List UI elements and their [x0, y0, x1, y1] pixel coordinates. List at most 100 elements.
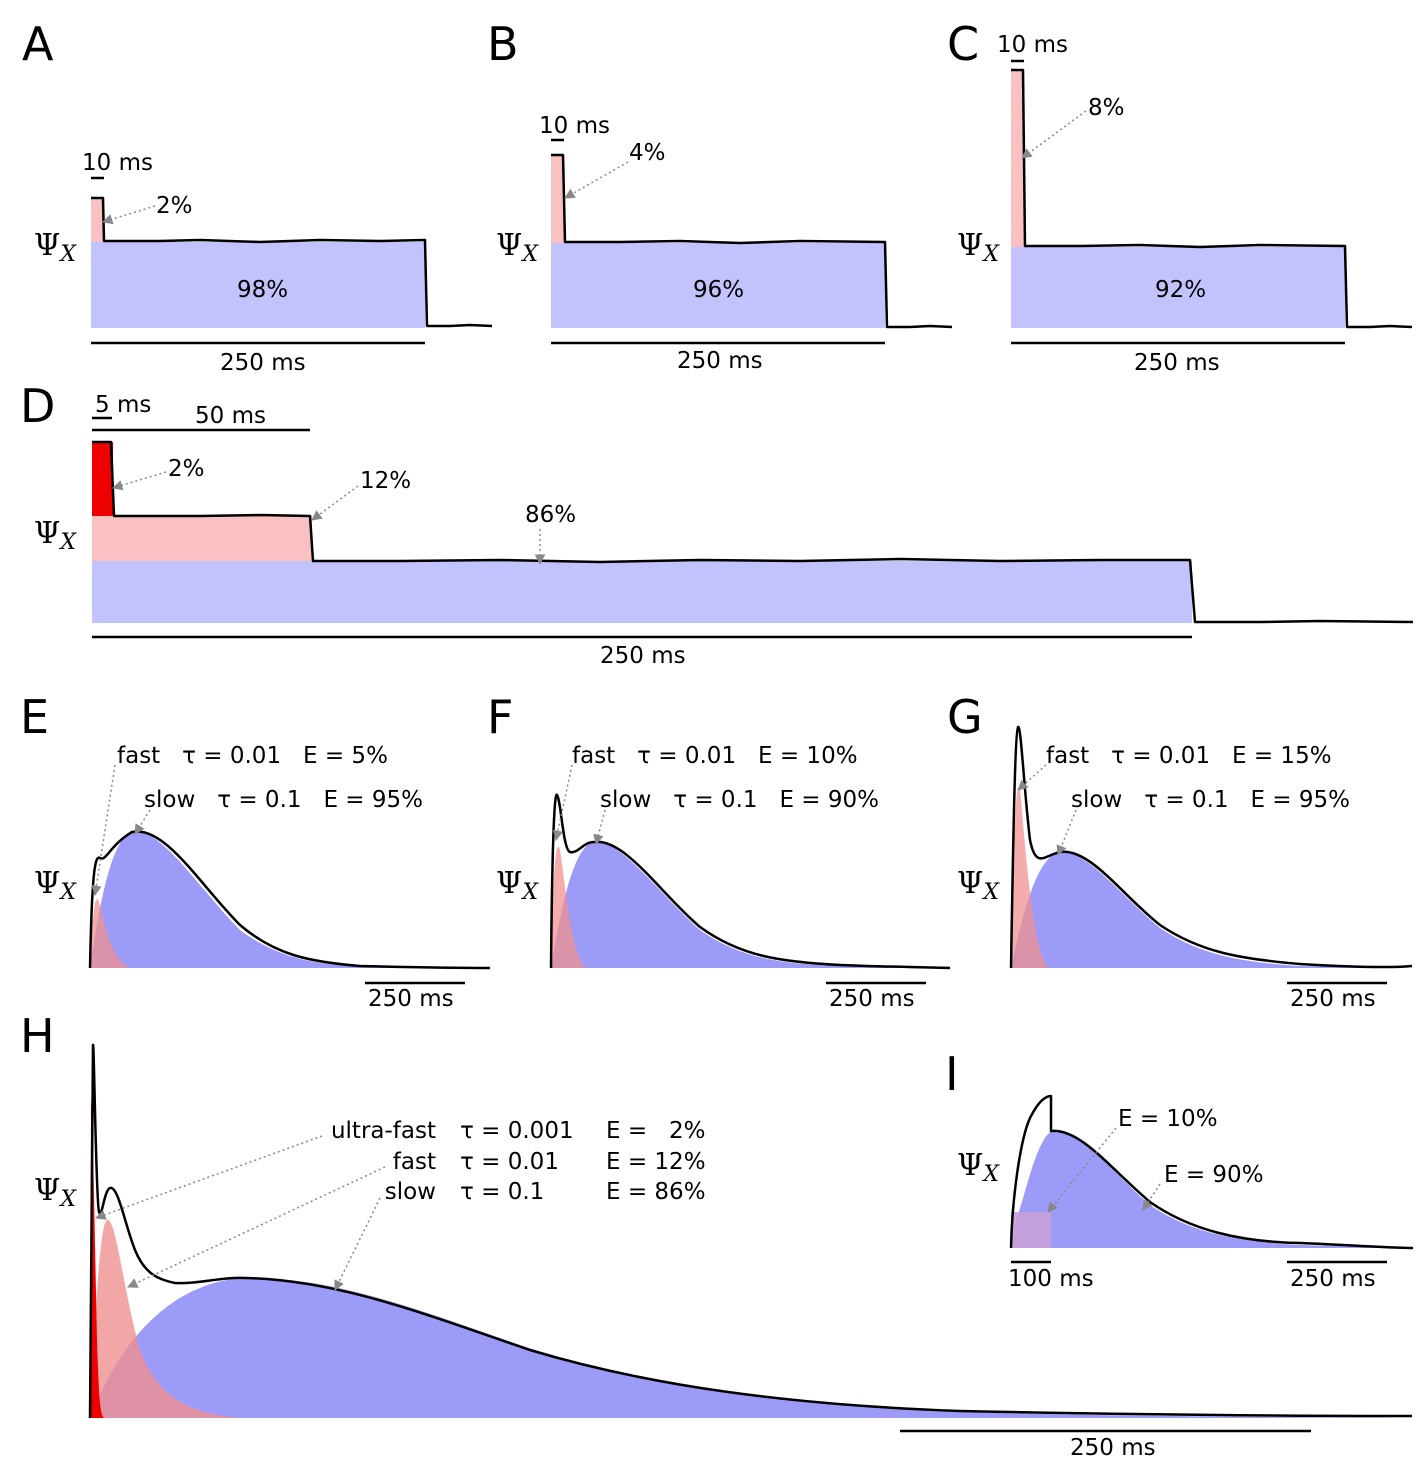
- arrow-slow-f: [593, 809, 606, 846]
- pct3-d: 86%: [525, 502, 576, 528]
- pulse-label-i: 100 ms: [1008, 1266, 1094, 1292]
- slow-curve-area-h: [90, 1277, 1410, 1418]
- psi-label-i: ΨX: [957, 1148, 1000, 1187]
- panel-c: C ΨX 10 ms 8% 92% 250 ms: [947, 17, 1413, 376]
- trace-e: [88, 830, 491, 970]
- trace-c: [1011, 68, 1413, 329]
- row-e-h: E = 12%: [606, 1149, 706, 1175]
- panel-letter-c: C: [947, 17, 979, 71]
- scale-label-g: 250 ms: [1290, 986, 1376, 1012]
- fast-curve-area-f: [551, 846, 585, 968]
- main-area-b: [551, 243, 885, 328]
- trace-h: [88, 1043, 1413, 1419]
- scale-label-c: 250 ms: [1134, 350, 1220, 376]
- arrow-slow-g: [1056, 809, 1077, 856]
- arrow-slow-h: [334, 1197, 381, 1291]
- scale-label-h: 250 ms: [1070, 1435, 1156, 1459]
- arrow-a: [101, 205, 156, 225]
- scale-label-d: 250 ms: [600, 643, 686, 669]
- panel-letter-b: B: [487, 17, 519, 71]
- panel-letter-d: D: [20, 379, 55, 433]
- panel-h: H ΨX ultra-fast τ = 0.001 E = 2% fast τ …: [20, 1009, 1413, 1459]
- psi-label-g: ΨX: [957, 866, 1000, 905]
- panel-letter-e: E: [20, 690, 49, 744]
- scale-label-f: 250 ms: [829, 986, 915, 1012]
- row-e-h: E = 86%: [606, 1179, 706, 1205]
- main-area-a: [91, 242, 425, 328]
- arrow-e2-i: [1142, 1183, 1161, 1211]
- pulse1-label-d: 5 ms: [95, 392, 151, 418]
- panel-b: B ΨX 10 ms 4% 96% 250 ms: [487, 17, 953, 374]
- ultrafast-curve-area-h: [90, 1100, 104, 1418]
- pct1-d: 2%: [168, 456, 205, 482]
- trace-a: [91, 196, 493, 328]
- scale-label-a: 250 ms: [220, 350, 306, 376]
- row-name-h: slow: [385, 1179, 436, 1205]
- psi-label-h: ΨX: [34, 1173, 77, 1212]
- row-tau-h: τ = 0.1: [460, 1179, 544, 1205]
- row-name-h: fast: [393, 1149, 436, 1175]
- pulse-pct-c: 8%: [1088, 95, 1125, 121]
- psi-label-c: ΨX: [957, 228, 1000, 267]
- trace-i: [1009, 1094, 1414, 1250]
- slow-curve-area-g: [1011, 851, 1410, 968]
- fast-label-f: fast τ = 0.01 E = 10%: [572, 743, 858, 769]
- row-e-h: E = 2%: [606, 1118, 706, 1144]
- panel-e: E ΨX fast τ = 0.01 E = 5% slow τ = 0.1 E…: [20, 690, 491, 1012]
- pulse-pct-a: 2%: [156, 193, 193, 219]
- fast-label-e: fast τ = 0.01 E = 5%: [117, 743, 388, 769]
- pulse-pct-b: 4%: [629, 140, 666, 166]
- panel-letter-f: F: [487, 690, 513, 744]
- pulse-label-b: 10 ms: [539, 113, 610, 139]
- pct2-d: 12%: [360, 468, 411, 494]
- panel-g: G ΨX fast τ = 0.01 E = 15% slow τ = 0.1 …: [947, 690, 1413, 1012]
- arrow-b: [564, 161, 629, 199]
- square-area-i: [1011, 1212, 1051, 1248]
- psi-label-d: ΨX: [34, 516, 77, 555]
- slow-label-g: slow τ = 0.1 E = 95%: [1071, 787, 1350, 813]
- row-tau-h: τ = 0.001: [460, 1118, 574, 1144]
- main-pct-a: 98%: [237, 277, 288, 303]
- fast-area-d: [92, 442, 113, 516]
- arrow-c: [1021, 110, 1087, 159]
- pulse-label-a: 10 ms: [82, 150, 153, 176]
- row-tau-h: τ = 0.01: [460, 1149, 559, 1175]
- trace-f: [549, 793, 951, 970]
- psi-label-b: ΨX: [496, 228, 539, 267]
- arrow2-d: [311, 485, 359, 521]
- psi-label-a: ΨX: [34, 228, 77, 267]
- arrow-ultrafast-h: [95, 1135, 323, 1220]
- slow-curve-area-e: [90, 831, 490, 968]
- slow-label-f: slow τ = 0.1 E = 90%: [600, 787, 879, 813]
- panel-letter-a: A: [22, 17, 54, 71]
- main-pct-b: 96%: [693, 277, 744, 303]
- arrow1-d: [111, 471, 167, 491]
- panel-letter-g: G: [947, 690, 983, 744]
- fast-curve-area-e: [90, 898, 130, 968]
- arrow-fast-h: [127, 1166, 386, 1288]
- main-area-c: [1011, 247, 1345, 328]
- panel-letter-i: I: [945, 1047, 959, 1101]
- panel-a: A ΨX 10 ms 2% 98% 250 ms: [22, 17, 493, 376]
- e2-label-i: E = 90%: [1164, 1162, 1264, 1188]
- scale-label-i: 250 ms: [1290, 1266, 1376, 1292]
- fast-curve-area-h: [90, 1219, 240, 1418]
- trace-b: [551, 153, 953, 329]
- arrow-fast-g: [1017, 764, 1047, 791]
- panel-f: F ΨX fast τ = 0.01 E = 10% slow τ = 0.1 …: [487, 690, 951, 1012]
- e1-label-i: E = 10%: [1118, 1106, 1218, 1132]
- slow-curve-area-f: [551, 841, 950, 968]
- panel-d: D ΨX 5 ms 50 ms 2% 12% 86% 250 ms: [20, 379, 1414, 669]
- psi-label-e: ΨX: [34, 866, 77, 905]
- slow-curve-area-i: [1011, 1130, 1413, 1248]
- panel-i: I ΨX E = 10% E = 90% 100 ms 250 ms: [945, 1047, 1414, 1292]
- legend-table-h: ultra-fast τ = 0.001 E = 2% fast τ = 0.0…: [331, 1118, 706, 1205]
- pulse2-label-d: 50 ms: [195, 403, 266, 429]
- scale-label-e: 250 ms: [368, 986, 454, 1012]
- mid-area-d: [92, 516, 312, 561]
- fast-curve-area-g: [1011, 786, 1048, 968]
- trace-d: [92, 440, 1414, 624]
- fast-label-g: fast τ = 0.01 E = 15%: [1046, 743, 1332, 769]
- scale-label-b: 250 ms: [677, 348, 763, 374]
